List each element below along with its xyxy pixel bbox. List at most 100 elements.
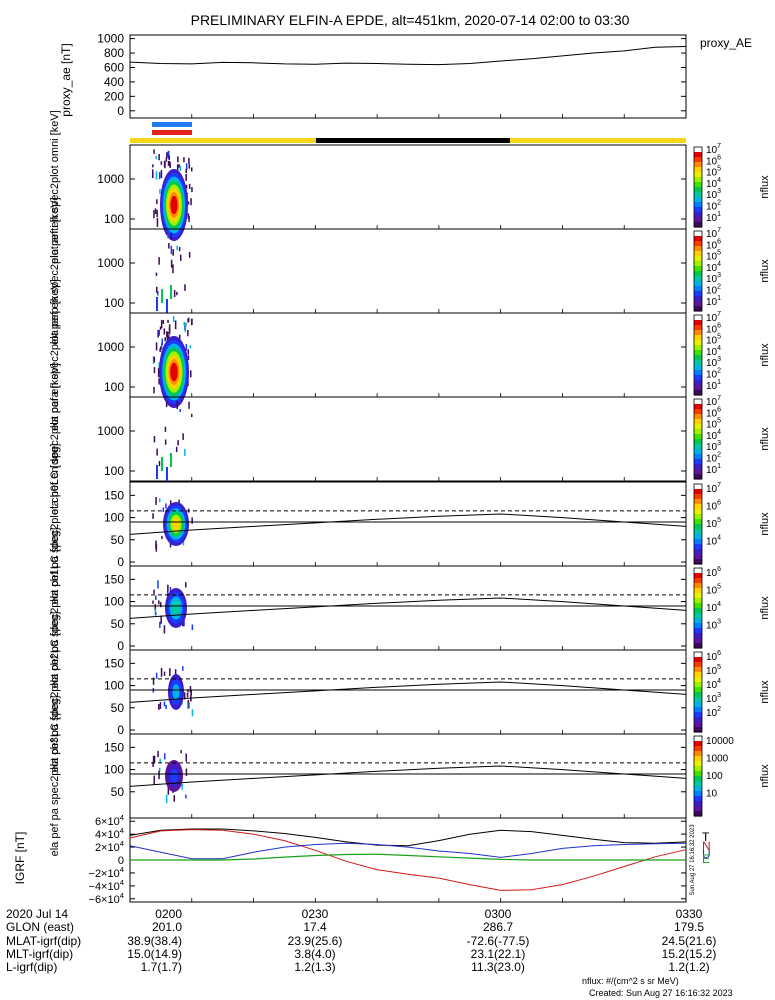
colorbar-segment <box>694 385 702 391</box>
loss-cone-line <box>129 513 687 535</box>
colorbar-segment <box>694 340 702 346</box>
flux-pixel <box>176 400 178 409</box>
colorbar-segment <box>694 434 702 440</box>
flux-pixel <box>159 348 161 352</box>
flux-pixel <box>168 335 170 341</box>
flux-pixel <box>158 329 160 336</box>
igrf-ytick: 0 <box>118 855 124 867</box>
ephemeris-row-label: GLON (east) <box>6 920 74 934</box>
colorbar-tick: 104 <box>706 429 721 442</box>
flux-pixel <box>189 345 192 349</box>
colorbar-segment <box>694 519 702 525</box>
flux-pixel <box>152 755 155 764</box>
colorbar-segment <box>694 489 702 495</box>
colorbar-segment <box>694 157 702 163</box>
proxy-ae-legend: proxy_AE <box>700 36 752 50</box>
colorbar-segment <box>694 222 702 228</box>
flux-pixel <box>159 189 161 194</box>
colorbar-segment <box>694 559 702 565</box>
colorbar-segment <box>694 365 702 371</box>
flux-pixel <box>184 449 186 456</box>
flux-pixel <box>157 291 159 296</box>
pa-ytick: 100 <box>104 679 124 693</box>
colorbar-segment <box>694 256 702 262</box>
pa-panel-ch2LC: ela pef pa spec2plot ch2LC [deg] 150 100 50… <box>49 612 771 773</box>
colorbar-segment <box>694 776 702 782</box>
flux-pixel <box>160 346 162 350</box>
flux-region <box>170 195 178 215</box>
flux-pixel <box>155 543 158 552</box>
colorbar-segment <box>694 554 702 560</box>
flux-pixel <box>163 701 166 707</box>
flux-pixel <box>188 317 190 322</box>
ephemeris-cell: 201.0 <box>152 920 182 934</box>
flux-pixel <box>160 602 162 608</box>
flux-pixel <box>155 156 157 160</box>
proxy-ae-ytick: 1000 <box>97 32 124 46</box>
colorbar-segment <box>694 301 702 307</box>
colorbar-tick: 105 <box>706 664 721 677</box>
pa-ylabel: ela pef pa spec2plot ch2LC [deg] <box>49 612 61 773</box>
colorbar-segment <box>694 638 702 644</box>
pa-ytick: 100 <box>104 763 124 777</box>
flux-pixel <box>161 535 163 540</box>
flux-pixel <box>160 615 162 624</box>
time-ticks <box>129 114 687 902</box>
flux-region <box>172 600 180 616</box>
colorbar-segment <box>694 439 702 445</box>
colorbar-segment <box>694 315 702 321</box>
flux-pixel <box>161 338 163 346</box>
flux-pixel <box>166 331 168 337</box>
flux-pixel <box>158 704 160 710</box>
colorbar-segment <box>694 474 702 480</box>
flux-pixel <box>178 247 181 252</box>
colorbar-segment <box>694 692 702 698</box>
flux-pixel <box>164 426 167 432</box>
flux-pixel <box>182 666 184 671</box>
energy-ylabel: ela pef en spec2plot perp [keV] <box>49 279 61 431</box>
flux-pixel <box>158 172 161 180</box>
flux-pixel <box>160 161 163 165</box>
ephemeris-cell: 23.1(22.1) <box>471 947 526 961</box>
flux-pixel <box>170 285 172 299</box>
colorbar-tick: 101 <box>706 463 721 476</box>
igrf-legend-U: U <box>702 847 711 861</box>
flux-pixel <box>160 668 163 677</box>
flux-pixel <box>190 689 192 696</box>
proxy-ae-ylabel: proxy_ae [nT] <box>59 43 73 116</box>
energy-ytick: 100 <box>104 464 124 478</box>
flux-pixel <box>156 218 159 227</box>
igrf-ytick: 2×104 <box>95 839 125 854</box>
pa-ylabel: ela pef pa spec2plot ch3LC [deg] <box>49 696 61 857</box>
colorbar-segment <box>694 355 702 361</box>
ephemeris-cell: 1.2(1.2) <box>668 960 709 974</box>
colorbar-segment <box>694 736 702 742</box>
colorbar-segment <box>694 662 702 668</box>
colorbar-segment <box>694 786 702 792</box>
flux-pixel <box>167 161 170 166</box>
flux-pixel <box>155 595 157 600</box>
colorbar-segment <box>694 628 702 634</box>
colorbar-segment <box>694 613 702 619</box>
flux-pixel <box>165 704 167 710</box>
colorbar-segment <box>694 514 702 520</box>
flux-pixel <box>185 794 187 799</box>
colorbar-segment <box>694 286 702 292</box>
colorbar-segment <box>694 306 702 312</box>
eclipse-bar <box>316 138 510 143</box>
colorbar-tick: 105 <box>706 334 721 347</box>
pa-ytick: 150 <box>104 740 124 754</box>
flux-pixel <box>158 154 160 161</box>
flux-pixel <box>187 330 189 337</box>
colorbar-segment <box>694 573 702 579</box>
colorbar-segment <box>694 429 702 435</box>
colorbar-segment <box>694 618 702 624</box>
colorbar-segment <box>694 702 702 708</box>
colorbar-segment <box>694 459 702 465</box>
colorbar-label: nflux <box>759 343 771 367</box>
igrf-north-line <box>129 829 687 891</box>
colorbar-segment <box>694 761 702 767</box>
colorbar-segment <box>694 291 702 297</box>
flux-pixel <box>153 436 156 443</box>
ephemeris-cell: 15.0(14.9) <box>127 947 182 961</box>
